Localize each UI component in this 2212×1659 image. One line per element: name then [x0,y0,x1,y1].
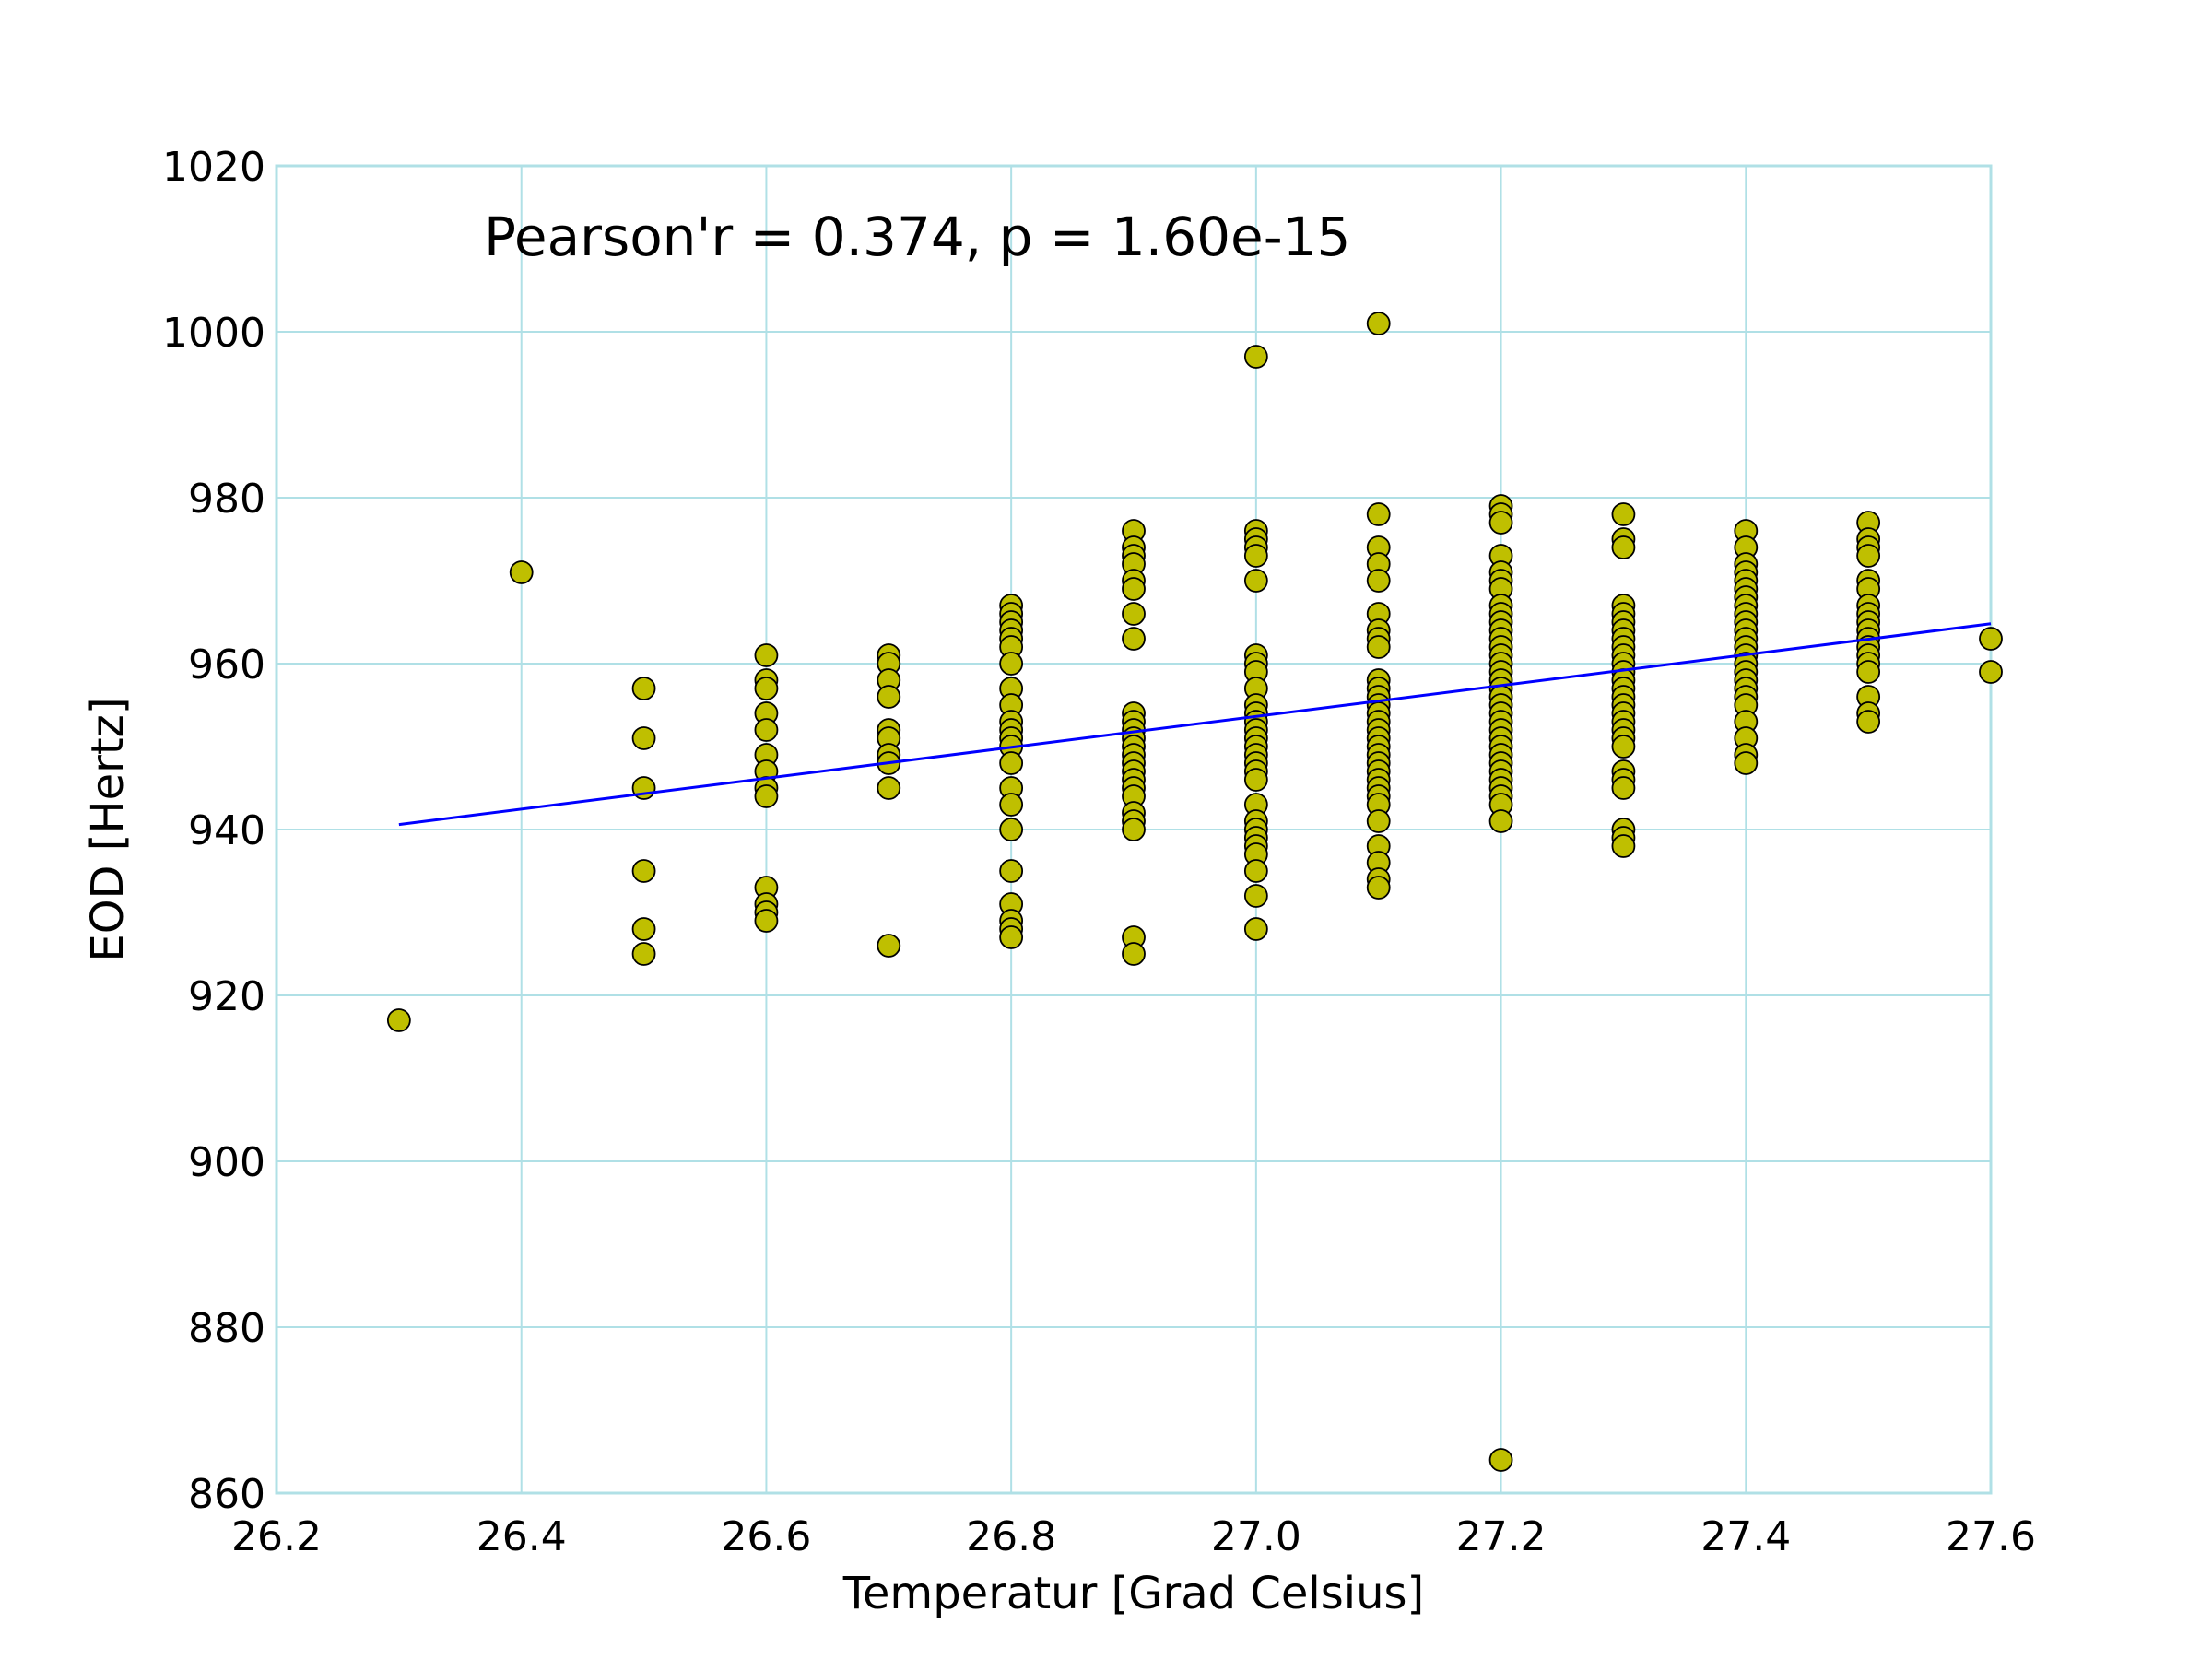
x-tick-label: 26.4 [477,1513,567,1560]
data-point [1488,809,1513,833]
data-point [1611,834,1636,858]
data-points [386,312,2003,1472]
data-point [1366,876,1391,900]
data-point [1122,942,1146,966]
data-point [999,793,1024,817]
data-point [1611,735,1636,759]
data-point [1243,884,1268,908]
y-axis-label: EOD [Hertz] [82,697,134,961]
data-point [999,818,1024,841]
correlation-annotation: Pearson'r = 0.374, p = 1.60e-15 [484,206,1350,268]
y-tick-label: 960 [188,641,265,688]
y-tick-label: 880 [188,1305,265,1352]
data-point [1611,776,1636,800]
data-point [1366,502,1391,526]
data-point [1611,502,1636,526]
data-point [1366,635,1391,659]
data-point [1122,577,1146,601]
data-point [1979,627,2003,651]
data-point [1122,627,1146,651]
data-point [754,643,779,667]
plot-area-frame [275,164,1993,1495]
data-point [1122,602,1146,626]
data-point [877,776,901,800]
data-point [631,726,656,750]
data-point [1366,569,1391,593]
data-point [754,718,779,742]
data-point [1488,1448,1513,1472]
data-point [754,784,779,808]
data-point [1243,569,1268,593]
data-point [1611,535,1636,559]
data-point [1734,751,1759,775]
data-point [1122,818,1146,841]
data-point [631,942,656,966]
data-point [1979,660,2003,684]
data-point [999,859,1024,883]
x-tick-label: 27.0 [1211,1513,1301,1560]
data-point [999,751,1024,775]
data-point [877,685,901,709]
data-point [1856,710,1881,734]
data-point [1856,544,1881,568]
data-point [877,934,901,958]
data-point [1243,859,1268,883]
data-point [1243,917,1268,941]
y-tick-label: 1020 [162,144,265,191]
x-axis-label: Temperatur [Grad Celsius] [842,1568,1425,1619]
x-tick-label: 27.4 [1700,1513,1791,1560]
data-point [1366,809,1391,833]
y-tick-label: 940 [188,807,265,854]
data-point [1366,312,1391,335]
data-point [1488,511,1513,535]
y-tick-label: 920 [188,973,265,1020]
y-tick-label: 860 [188,1471,265,1518]
x-tick-label: 27.6 [1946,1513,2036,1560]
y-tick-label: 1000 [162,310,265,357]
y-tick-label: 900 [188,1139,265,1186]
regression-line [398,622,1992,827]
x-tick-label: 26.8 [966,1513,1056,1560]
data-point [1243,768,1268,792]
data-point [1243,544,1268,568]
data-point [999,652,1024,676]
data-point [631,677,656,700]
y-tick-label: 980 [188,476,265,523]
x-tick-label: 26.2 [231,1513,322,1560]
data-point [1856,660,1881,684]
data-point [386,1008,411,1032]
x-tick-labels: 26.2 26.4 26.6 26.8 27.0 27.2 27.4 27.6 [231,1513,2036,1560]
data-point [754,909,779,933]
data-point [631,859,656,883]
data-point [509,560,534,584]
x-tick-label: 27.2 [1456,1513,1547,1560]
data-point [1243,345,1268,369]
data-point [999,925,1024,949]
data-point [754,677,779,700]
x-tick-label: 26.6 [721,1513,811,1560]
data-point [631,917,656,941]
y-tick-labels: 860 880 900 920 940 960 980 1000 1020 [162,144,265,1518]
